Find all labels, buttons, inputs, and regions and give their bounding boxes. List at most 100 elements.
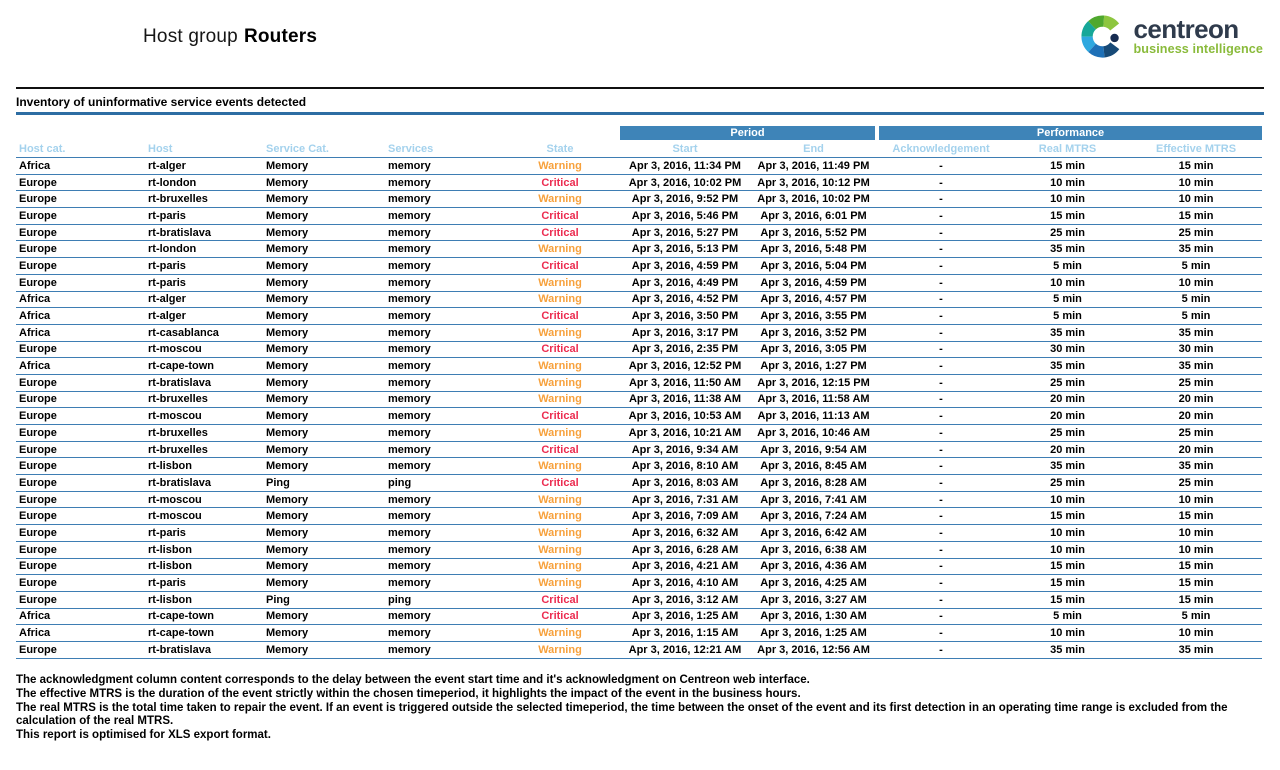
service-cat-cell: Memory [263, 307, 385, 325]
state-cell: Warning [500, 641, 620, 659]
end-cell: Apr 3, 2016, 3:27 AM [750, 591, 878, 609]
col-header-host-cat: Host cat. [16, 140, 145, 158]
acknowledgement-cell: - [877, 341, 1006, 359]
services-cell: memory [385, 257, 500, 275]
state-cell: Critical [500, 174, 620, 192]
end-cell: Apr 3, 2016, 11:13 AM [750, 407, 878, 425]
service-cat-cell: Memory [263, 641, 385, 659]
group-header-spacer [16, 126, 620, 140]
start-cell: Apr 3, 2016, 3:12 AM [620, 591, 750, 609]
end-cell: Apr 3, 2016, 5:04 PM [750, 257, 878, 275]
host-cat-cell: Africa [16, 324, 145, 342]
real-mtrs-cell: 10 min [1005, 174, 1131, 192]
start-cell: Apr 3, 2016, 3:50 PM [620, 307, 750, 325]
table-row: Europe rt-paris Memory memory Critical Apr 3,… [16, 257, 1263, 275]
services-cell: memory [385, 357, 500, 375]
effective-mtrs-cell: 10 min [1130, 274, 1263, 292]
host-cat-cell: Europe [16, 507, 145, 526]
end-cell: Apr 3, 2016, 11:49 PM [750, 157, 878, 175]
host-cell: rt-lisbon [145, 541, 263, 559]
service-cat-cell: Memory [263, 240, 385, 259]
end-cell: Apr 3, 2016, 3:55 PM [750, 307, 878, 325]
effective-mtrs-cell: 20 min [1130, 441, 1263, 459]
services-cell: memory [385, 291, 500, 309]
acknowledgement-cell: - [877, 374, 1006, 392]
state-cell: Critical [500, 341, 620, 359]
effective-mtrs-cell: 15 min [1130, 574, 1263, 592]
acknowledgement-cell: - [877, 291, 1006, 309]
end-cell: Apr 3, 2016, 4:57 PM [750, 291, 878, 309]
col-header-acknowledgement: Acknowledgement [877, 140, 1006, 158]
effective-mtrs-cell: 25 min [1130, 474, 1263, 492]
end-cell: Apr 3, 2016, 5:48 PM [750, 240, 878, 259]
acknowledgement-cell: - [877, 207, 1006, 225]
table-row: Europe rt-bruxelles Memory memory Critical Ap… [16, 441, 1263, 459]
acknowledgement-cell: - [877, 157, 1006, 175]
table-row: Africa rt-casablanca Memory memory Warning Ap… [16, 324, 1263, 342]
start-cell: Apr 3, 2016, 10:53 AM [620, 407, 750, 425]
services-cell: memory [385, 558, 500, 576]
table-row: Europe rt-moscou Memory memory Critical Apr 3… [16, 407, 1263, 425]
services-cell: memory [385, 507, 500, 526]
service-cat-cell: Memory [263, 357, 385, 375]
services-cell: memory [385, 524, 500, 542]
service-cat-cell: Memory [263, 574, 385, 592]
real-mtrs-cell: 25 min [1005, 424, 1131, 442]
col-header-effective-mtrs: Effective MTRS [1130, 140, 1263, 158]
acknowledgement-cell: - [877, 274, 1006, 292]
state-cell: Warning [500, 507, 620, 526]
state-cell: Critical [500, 608, 620, 626]
state-cell: Critical [500, 307, 620, 325]
host-cell: rt-moscou [145, 341, 263, 359]
real-mtrs-cell: 35 min [1005, 240, 1131, 259]
start-cell: Apr 3, 2016, 4:21 AM [620, 558, 750, 576]
service-cat-cell: Ping [263, 474, 385, 492]
real-mtrs-cell: 15 min [1005, 157, 1131, 175]
host-cell: rt-paris [145, 257, 263, 275]
host-cell: rt-bruxelles [145, 441, 263, 459]
acknowledgement-cell: - [877, 491, 1006, 509]
services-cell: memory [385, 341, 500, 359]
real-mtrs-cell: 5 min [1005, 291, 1131, 309]
host-cell: rt-bruxelles [145, 391, 263, 409]
end-cell: Apr 3, 2016, 12:56 AM [750, 641, 878, 659]
real-mtrs-cell: 10 min [1005, 541, 1131, 559]
start-cell: Apr 3, 2016, 10:21 AM [620, 424, 750, 442]
acknowledgement-cell: - [877, 541, 1006, 559]
footnotes: The acknowledgment column content corres… [16, 674, 1264, 743]
effective-mtrs-cell: 25 min [1130, 374, 1263, 392]
service-cat-cell: Memory [263, 608, 385, 626]
table-row: Europe rt-paris Memory memory Critical Apr 3,… [16, 207, 1263, 225]
start-cell: Apr 3, 2016, 9:52 PM [620, 190, 750, 209]
host-cell: rt-bruxelles [145, 424, 263, 442]
host-cell: rt-moscou [145, 491, 263, 509]
end-cell: Apr 3, 2016, 1:30 AM [750, 608, 878, 626]
host-cat-cell: Europe [16, 190, 145, 209]
real-mtrs-cell: 30 min [1005, 341, 1131, 359]
effective-mtrs-cell: 15 min [1130, 591, 1263, 609]
effective-mtrs-cell: 25 min [1130, 224, 1263, 242]
state-cell: Warning [500, 190, 620, 209]
effective-mtrs-cell: 10 min [1130, 174, 1263, 192]
state-cell: Warning [500, 391, 620, 409]
acknowledgement-cell: - [877, 608, 1006, 626]
acknowledgement-cell: - [877, 424, 1006, 442]
services-cell: memory [385, 224, 500, 242]
acknowledgement-cell: - [877, 240, 1006, 259]
table-row: Europe rt-lisbon Memory memory Warning Apr 3,… [16, 541, 1263, 559]
effective-mtrs-cell: 35 min [1130, 457, 1263, 476]
state-cell: Warning [500, 274, 620, 292]
end-cell: Apr 3, 2016, 7:24 AM [750, 507, 878, 526]
acknowledgement-cell: - [877, 507, 1006, 526]
brand-tagline: business intelligence [1133, 41, 1263, 56]
end-cell: Apr 3, 2016, 5:52 PM [750, 224, 878, 242]
centreon-logo-text: centreon business intelligence [1133, 16, 1263, 56]
end-cell: Apr 3, 2016, 10:02 PM [750, 190, 878, 209]
host-cat-cell: Europe [16, 341, 145, 359]
service-cat-cell: Memory [263, 624, 385, 642]
host-cell: rt-bratislava [145, 374, 263, 392]
state-cell: Warning [500, 491, 620, 509]
end-cell: Apr 3, 2016, 4:59 PM [750, 274, 878, 292]
end-cell: Apr 3, 2016, 6:01 PM [750, 207, 878, 225]
host-cat-cell: Europe [16, 391, 145, 409]
